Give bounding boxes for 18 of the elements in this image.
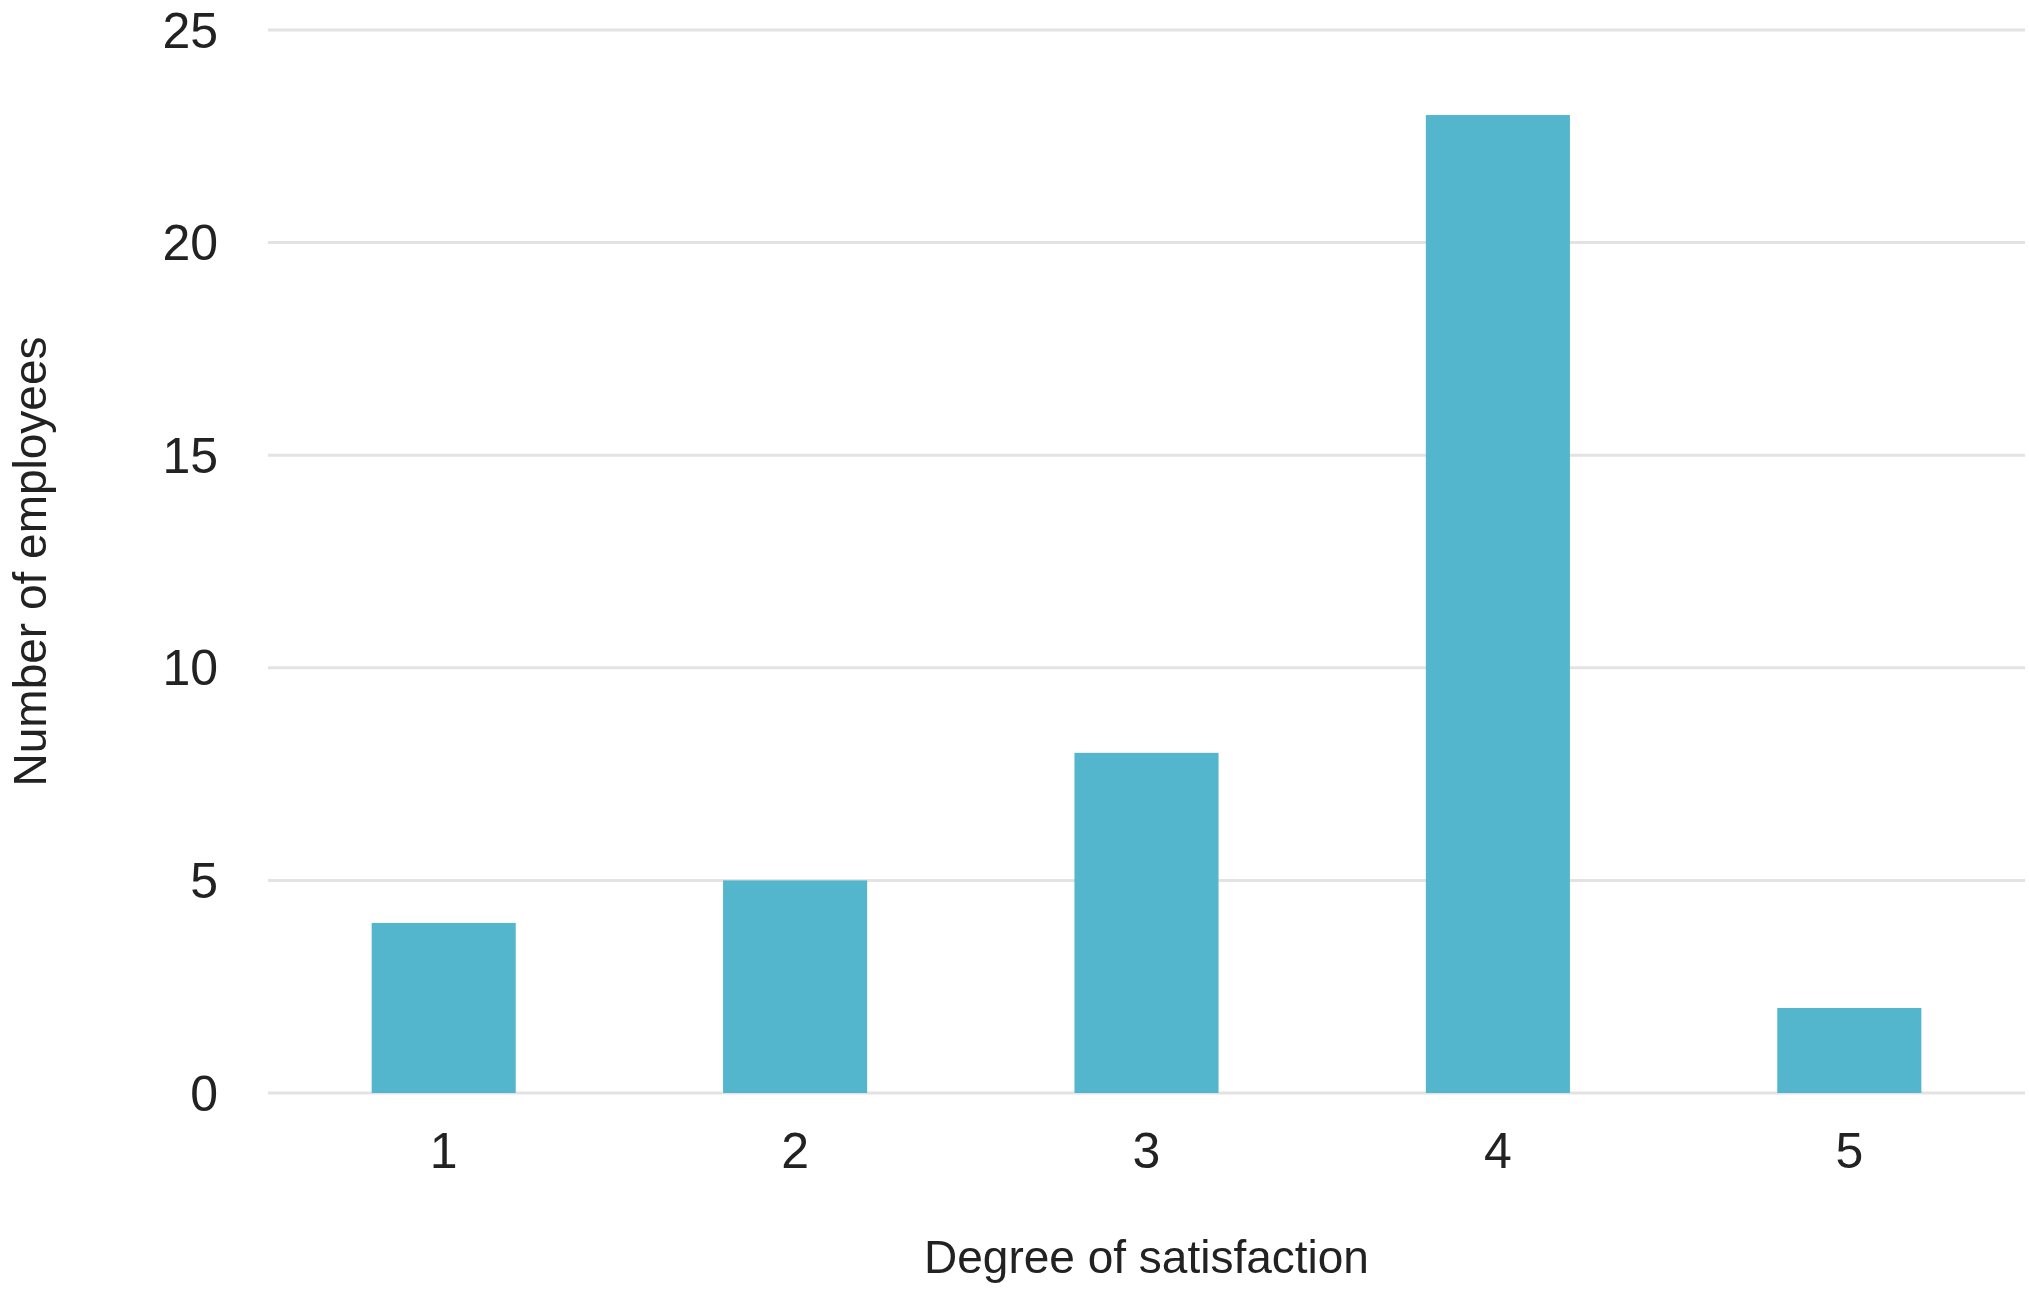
x-tick-label: 1 — [429, 1123, 458, 1179]
y-tick-label: 25 — [162, 2, 218, 59]
x-tick-label: 3 — [1132, 1123, 1161, 1179]
bar — [1074, 752, 1219, 1093]
y-axis-title: Number of employees — [4, 336, 56, 787]
y-tick-label: 20 — [162, 215, 218, 272]
x-tick-label: 2 — [781, 1123, 810, 1179]
y-tick-label: 10 — [162, 640, 218, 697]
x-axis-title: Degree of satisfaction — [924, 1231, 1369, 1283]
y-tick-label: 15 — [162, 427, 218, 484]
bar — [371, 922, 516, 1093]
x-tick-label: 5 — [1835, 1123, 1864, 1179]
bar — [1777, 1007, 1922, 1093]
bar — [723, 880, 868, 1093]
y-tick-label: 5 — [190, 852, 218, 909]
bar — [1425, 115, 1570, 1093]
x-tick-label: 4 — [1483, 1123, 1512, 1179]
y-tick-label: 0 — [190, 1065, 218, 1122]
